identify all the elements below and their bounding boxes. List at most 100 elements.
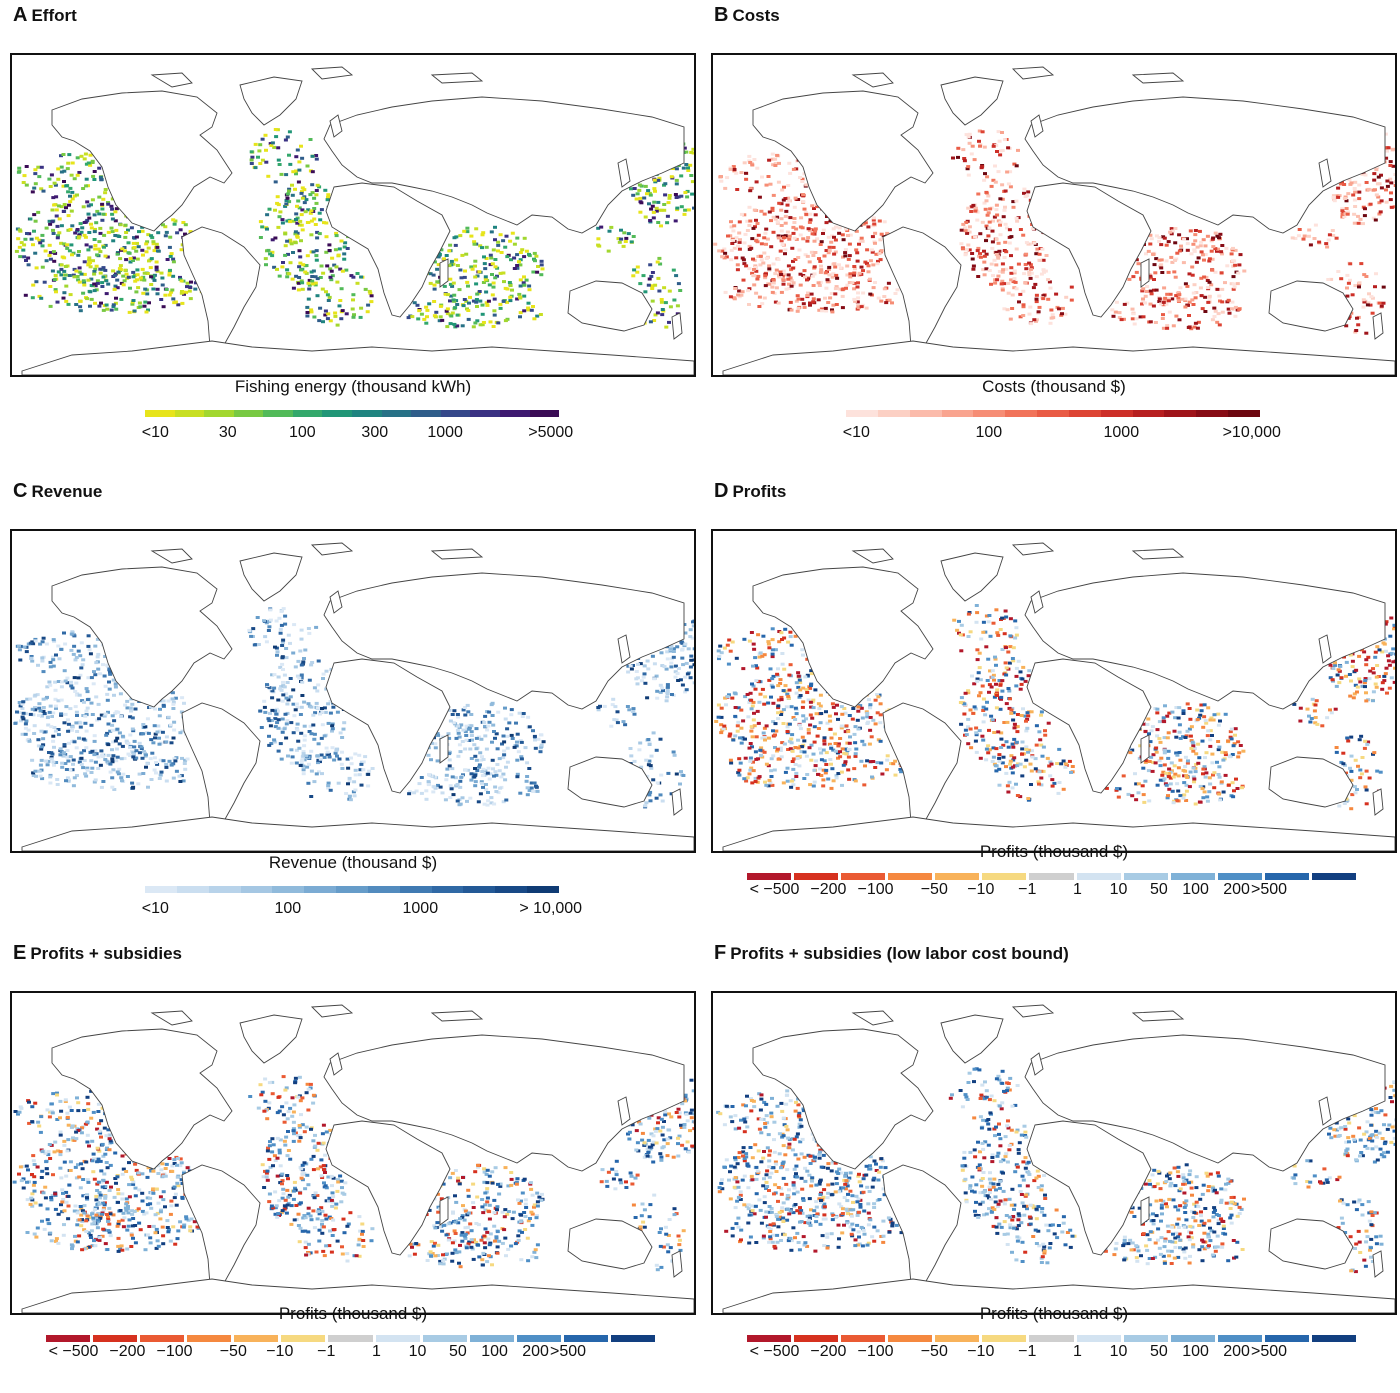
coastline-africa [1027, 1121, 1151, 1255]
coastline-northAmerica [753, 1029, 933, 1169]
colorbar-tick-label: −200 [810, 1343, 846, 1361]
colorbar-tick-label: 1000 [1104, 424, 1140, 442]
colorbar-swatch [400, 886, 432, 893]
colorbar-swatch [982, 873, 1026, 880]
colorbar-swatch [293, 410, 323, 417]
coastline-antarctica [723, 341, 1395, 375]
colorbar-swatch [935, 873, 979, 880]
colorbar-swatch [495, 886, 527, 893]
colorbar-swatch [145, 410, 175, 417]
colorbar-swatch [888, 873, 932, 880]
coastline-nz [672, 1251, 682, 1277]
colorbar-swatch [1124, 1335, 1168, 1342]
coastline-southAmerica [182, 703, 260, 831]
colorbar-swatch [973, 410, 1005, 417]
colorbar-swatch [527, 886, 559, 893]
colorbar-swatch [1312, 1335, 1356, 1342]
colorbar-swatch [1005, 410, 1037, 417]
coastline-arcticIslands [853, 543, 1183, 563]
colorbar-label: Costs (thousand $) [711, 377, 1397, 397]
colorbar [747, 1335, 1359, 1342]
colorbar-swatch [177, 886, 209, 893]
colorbar-tick-label: −50 [921, 881, 948, 899]
colorbar-swatch [304, 886, 336, 893]
colorbar-label: Revenue (thousand $) [10, 853, 696, 873]
colorbar [846, 410, 1260, 417]
colorbar-tick-label: 100 [1182, 1343, 1209, 1361]
colorbar-tick-label: 100 [1182, 881, 1209, 899]
colorbar-swatch [530, 410, 560, 417]
colorbar-swatch [1037, 410, 1069, 417]
world-map [12, 55, 694, 375]
colorbar-swatch [935, 1335, 979, 1342]
colorbar-tick-label: 50 [1150, 881, 1168, 899]
colorbar-tick-label: −10 [967, 1343, 994, 1361]
colorbar-swatch [1218, 873, 1262, 880]
colorbar-tick-label: 1000 [427, 424, 463, 442]
coastline-africa [1027, 183, 1151, 317]
colorbar-swatch [982, 1335, 1026, 1342]
colorbar-swatch [517, 1335, 561, 1342]
coastline-greenland [240, 1015, 302, 1063]
colorbar-tick-label: −1 [317, 1343, 335, 1361]
colorbar-tick-label: < −500 [750, 881, 800, 899]
colorbar-swatch [611, 1335, 655, 1342]
colorbar-tick-label: >500 [1251, 881, 1287, 899]
colorbar [46, 1335, 658, 1342]
colorbar-swatch [352, 410, 382, 417]
colorbar-tick-label: <10 [142, 900, 169, 918]
coastline-greenland [240, 553, 302, 601]
colorbar-swatch [878, 410, 910, 417]
colorbar [145, 886, 559, 893]
colorbar-swatch [1077, 1335, 1121, 1342]
coastline-africa [326, 1121, 450, 1255]
colorbar-tick-label: −10 [266, 1343, 293, 1361]
colorbar [747, 873, 1359, 880]
colorbar-swatch [1228, 410, 1260, 417]
coastline-antarctica [22, 341, 694, 375]
colorbar-swatch [241, 886, 273, 893]
colorbar-tick-label: 1 [1073, 881, 1082, 899]
colorbar-swatch [322, 410, 352, 417]
colorbar-tick-label: 1000 [403, 900, 439, 918]
coastline-northAmerica [52, 567, 232, 707]
colorbar-tick-label: −100 [857, 1343, 893, 1361]
colorbar-swatch [411, 410, 441, 417]
colorbar-swatch [46, 1335, 90, 1342]
colorbar-tick-label: 50 [1150, 1343, 1168, 1361]
coastline-greenland [941, 77, 1003, 125]
coastline-greenland [941, 553, 1003, 601]
colorbar-swatch [368, 886, 400, 893]
coastline-nz [1373, 313, 1383, 339]
profits-map [711, 529, 1397, 853]
coastline-greenland [941, 1015, 1003, 1063]
colorbar-tick-label: 30 [219, 424, 237, 442]
colorbar-swatch [463, 886, 495, 893]
colorbar-tick-label: −10 [967, 881, 994, 899]
coastline-africa [1027, 659, 1151, 793]
colorbar-swatch [794, 1335, 838, 1342]
coastline-madagascar [440, 259, 448, 287]
colorbar-swatch [470, 410, 500, 417]
colorbar-tick-label: <10 [843, 424, 870, 442]
colorbar-tick-label: 1 [1073, 1343, 1082, 1361]
coastline-madagascar [1141, 735, 1149, 763]
colorbar-tick-label: −200 [109, 1343, 145, 1361]
coastline-southAmerica [883, 227, 961, 355]
colorbar-swatch [841, 1335, 885, 1342]
coastline-arcticIslands [152, 1005, 482, 1025]
colorbar-swatch [888, 1335, 932, 1342]
colorbar-swatch [376, 1335, 420, 1342]
